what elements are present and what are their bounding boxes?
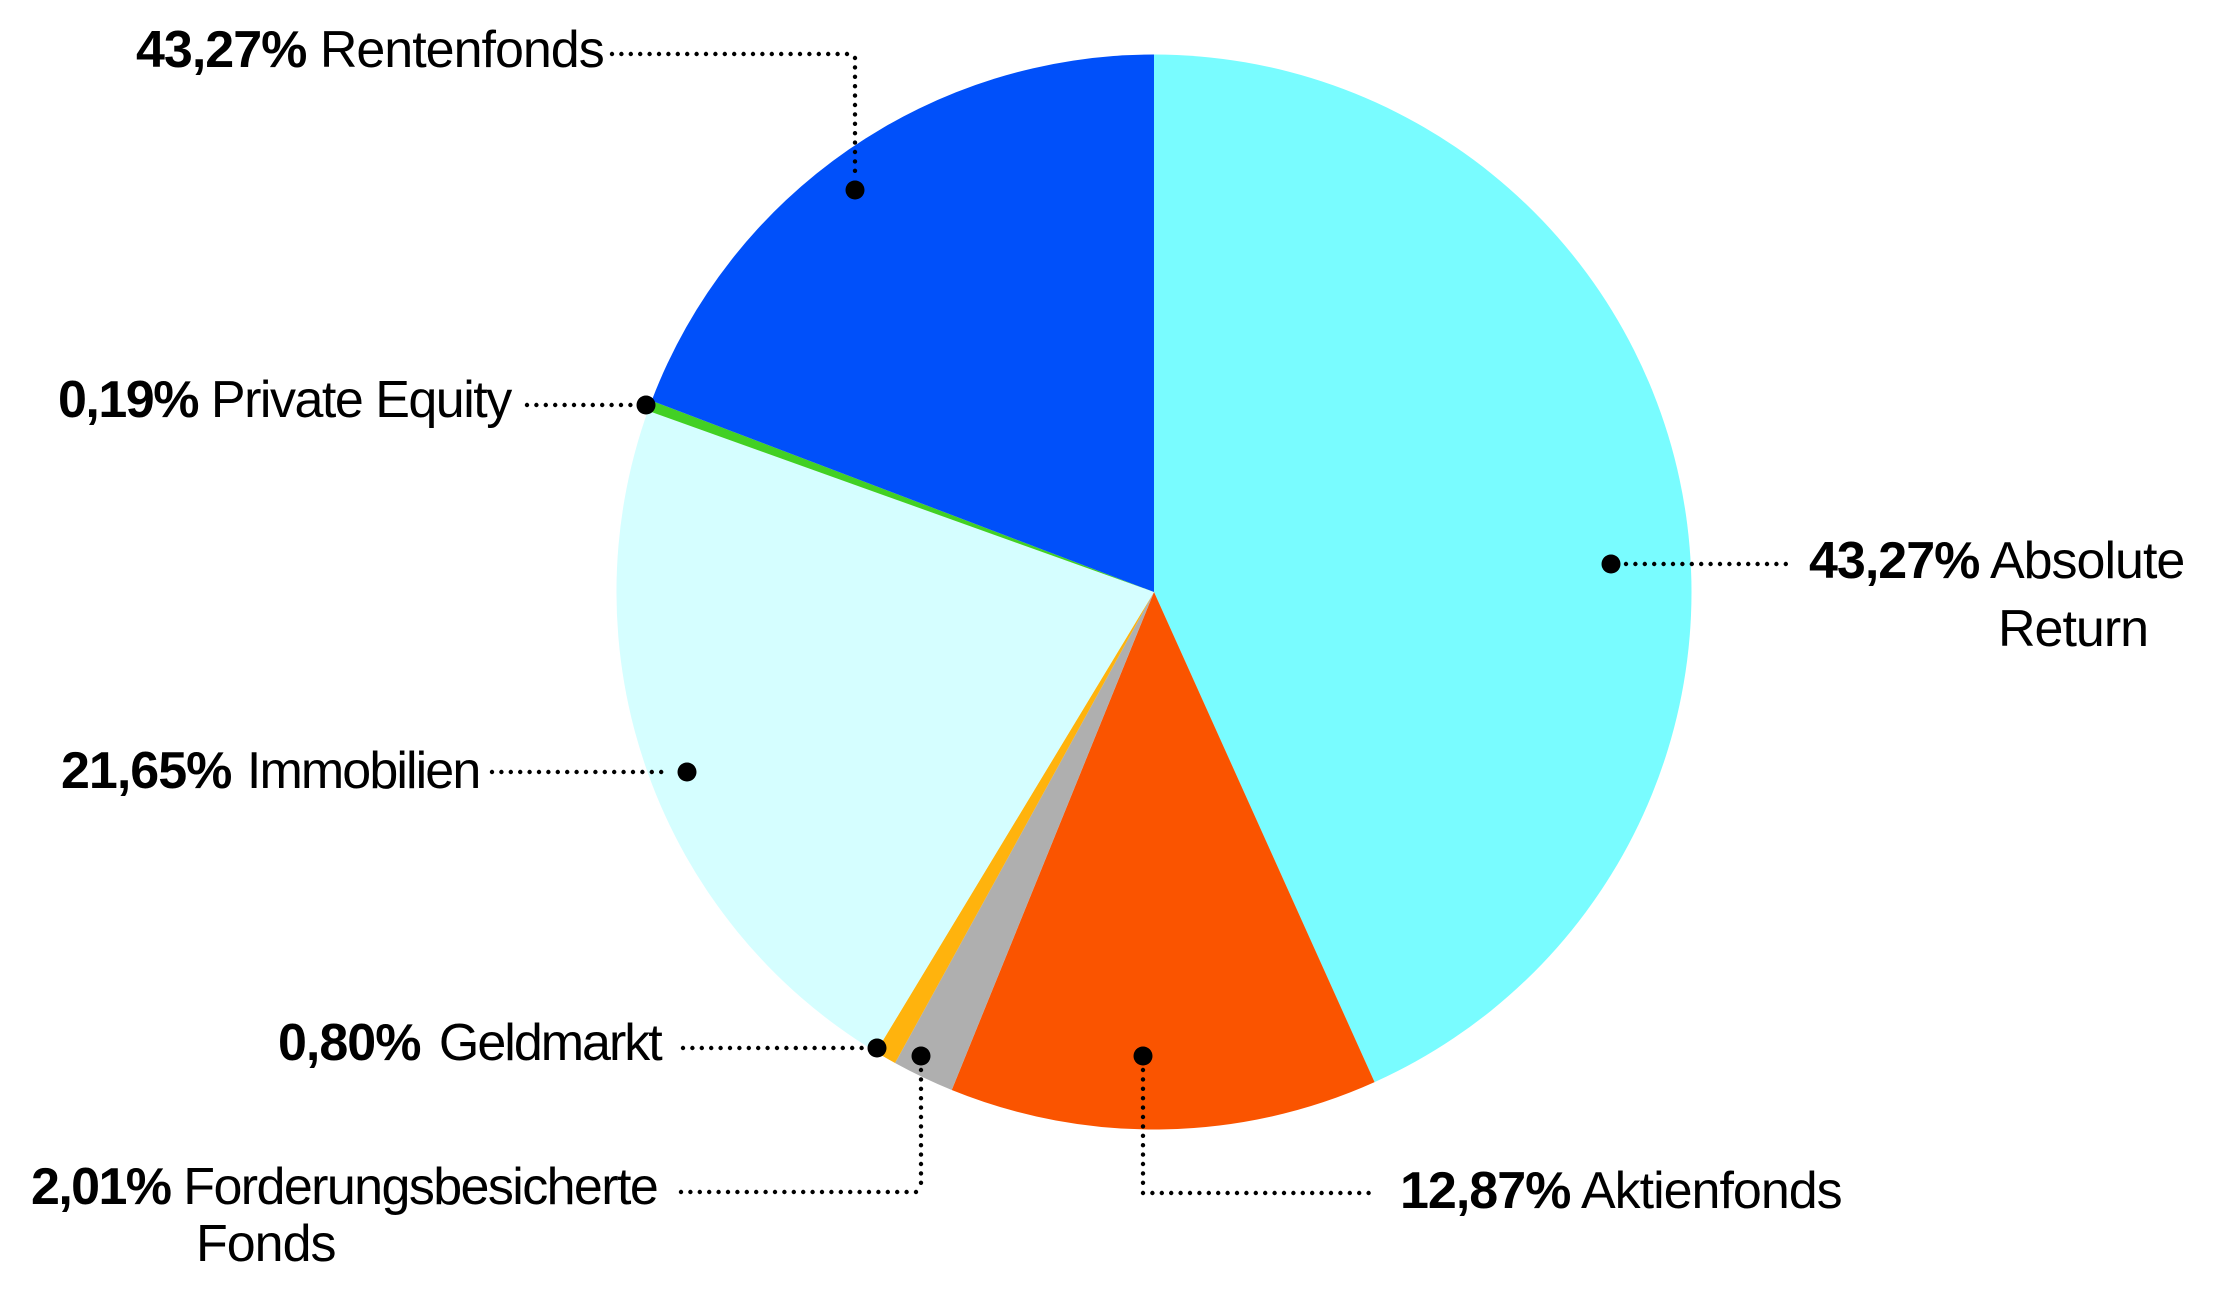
svg-text:0,80% Geldmarkt: 0,80% Geldmarkt bbox=[278, 1014, 663, 1072]
svg-text:21,65% Immobilien: 21,65% Immobilien bbox=[61, 742, 479, 800]
svg-text:2,01% Forderungsbesicherte: 2,01% Forderungsbesicherte bbox=[31, 1158, 657, 1216]
svg-text:0,19% Private Equity: 0,19% Private Equity bbox=[58, 371, 512, 429]
svg-text:43,27% Absolute: 43,27% Absolute bbox=[1809, 532, 2184, 590]
svg-text:43,27% Rentenfonds: 43,27% Rentenfonds bbox=[136, 21, 604, 79]
svg-text:Return: Return bbox=[1998, 600, 2148, 658]
svg-text:12,87% Aktienfonds: 12,87% Aktienfonds bbox=[1400, 1162, 1842, 1220]
svg-text:Fonds: Fonds bbox=[196, 1215, 336, 1273]
